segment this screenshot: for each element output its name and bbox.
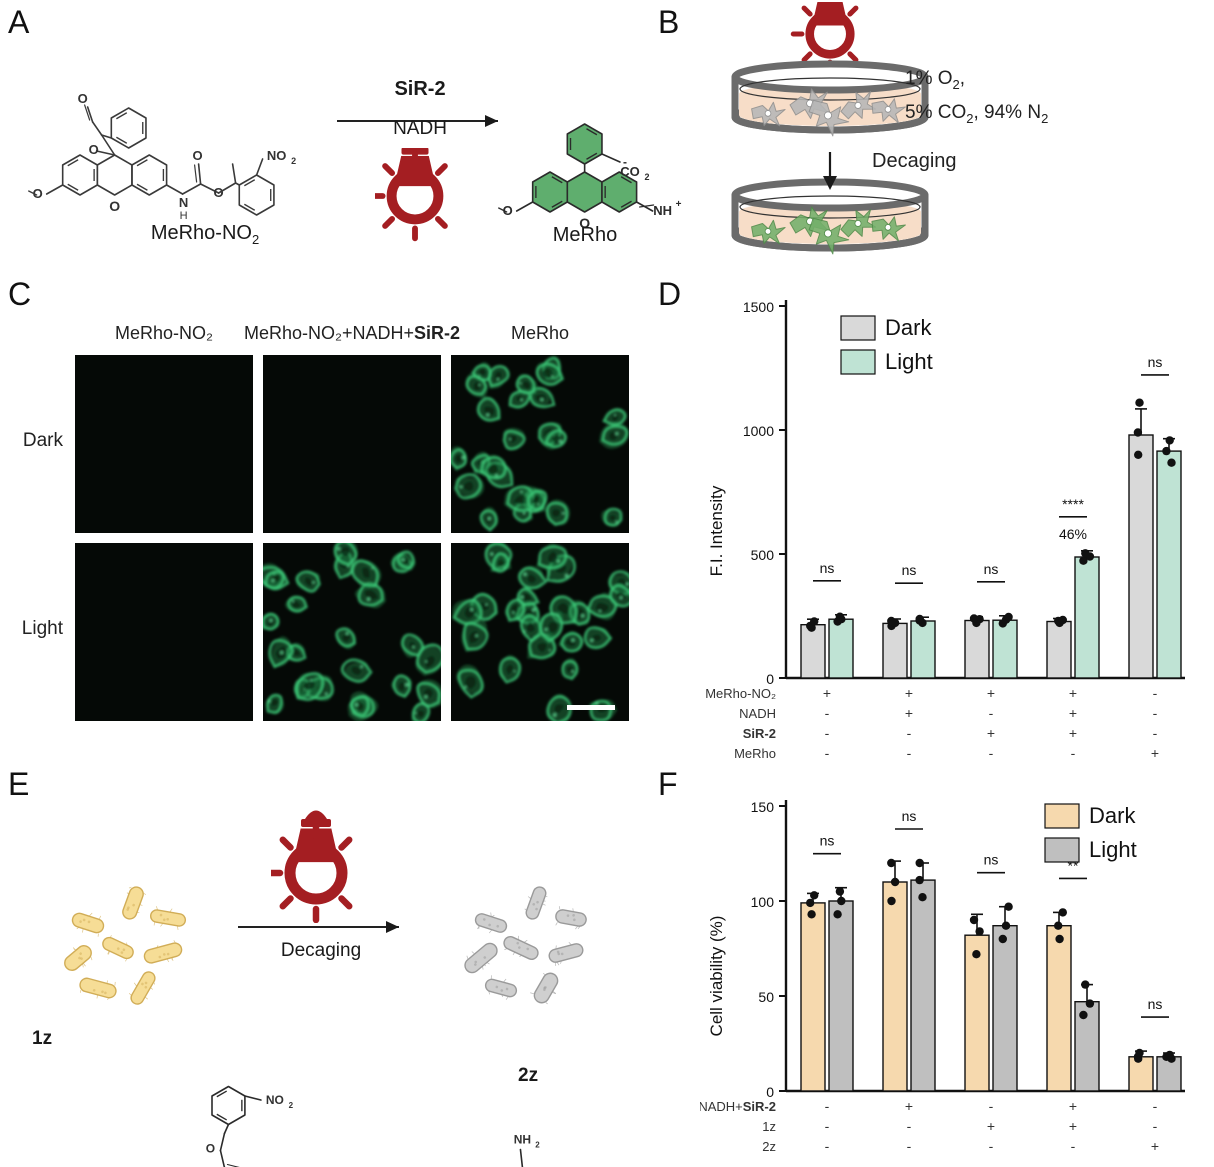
svg-text:-: - bbox=[1153, 1118, 1158, 1134]
svg-text:O: O bbox=[89, 142, 99, 157]
svg-text:-: - bbox=[623, 155, 627, 169]
svg-text:-: - bbox=[989, 1138, 994, 1154]
svg-text:-: - bbox=[825, 705, 830, 721]
svg-text:2: 2 bbox=[644, 172, 649, 182]
svg-text:+: + bbox=[1069, 725, 1077, 741]
svg-text:O: O bbox=[109, 198, 120, 214]
svg-text:-: - bbox=[989, 1098, 994, 1114]
svg-text:NH: NH bbox=[653, 203, 672, 218]
svg-text:ns: ns bbox=[820, 833, 835, 849]
svg-text:-: - bbox=[1071, 745, 1076, 761]
svg-text:F.I. Intensity: F.I. Intensity bbox=[707, 485, 726, 576]
svg-text:+: + bbox=[1151, 1138, 1159, 1154]
svg-text:NO: NO bbox=[267, 148, 287, 163]
svg-text:100: 100 bbox=[751, 894, 775, 910]
svg-text:+: + bbox=[676, 199, 682, 210]
svg-text:500: 500 bbox=[751, 547, 775, 563]
svg-text:+: + bbox=[987, 685, 995, 701]
svg-text:-: - bbox=[907, 725, 912, 741]
svg-text:-: - bbox=[825, 725, 830, 741]
svg-text:50: 50 bbox=[758, 989, 774, 1005]
svg-text:NADH: NADH bbox=[739, 706, 776, 721]
svg-text:-: - bbox=[825, 1098, 830, 1114]
svg-text:O: O bbox=[193, 148, 203, 163]
svg-text:-: - bbox=[907, 745, 912, 761]
svg-text:+: + bbox=[1069, 705, 1077, 721]
svg-text:-: - bbox=[1153, 1098, 1158, 1114]
svg-text:Dark: Dark bbox=[885, 315, 932, 340]
svg-text:1z: 1z bbox=[762, 1119, 776, 1134]
svg-text:ns: ns bbox=[902, 562, 917, 578]
svg-text:+: + bbox=[1151, 745, 1159, 761]
svg-text:+: + bbox=[987, 725, 995, 741]
svg-text:-: - bbox=[1071, 1138, 1076, 1154]
svg-text:-: - bbox=[825, 1138, 830, 1154]
svg-text:-: - bbox=[825, 745, 830, 761]
svg-text:MeRho-NO₂: MeRho-NO₂ bbox=[705, 686, 776, 701]
svg-text:Cell viability (%): Cell viability (%) bbox=[707, 916, 726, 1037]
svg-text:+: + bbox=[905, 705, 913, 721]
svg-text:+: + bbox=[987, 1118, 995, 1134]
svg-text:2z: 2z bbox=[762, 1139, 776, 1154]
svg-text:-: - bbox=[1153, 725, 1158, 741]
svg-text:150: 150 bbox=[751, 799, 775, 815]
svg-text:-: - bbox=[1153, 705, 1158, 721]
svg-text:NO: NO bbox=[266, 1093, 284, 1107]
svg-text:NADH+SiR-2: NADH+SiR-2 bbox=[700, 1099, 776, 1114]
svg-text:+: + bbox=[905, 1098, 913, 1114]
svg-text:ns: ns bbox=[820, 560, 835, 576]
svg-text:+: + bbox=[905, 685, 913, 701]
svg-text:O: O bbox=[78, 91, 88, 106]
svg-text:Light: Light bbox=[885, 349, 933, 374]
svg-text:1000: 1000 bbox=[743, 423, 774, 439]
svg-text:MeRho: MeRho bbox=[734, 746, 776, 761]
svg-text:2: 2 bbox=[535, 1141, 540, 1150]
svg-text:ns: ns bbox=[1148, 996, 1163, 1012]
svg-text:2: 2 bbox=[291, 156, 296, 166]
svg-text:-: - bbox=[907, 1138, 912, 1154]
svg-text:Light: Light bbox=[1089, 837, 1137, 862]
svg-text:Dark: Dark bbox=[1089, 803, 1136, 828]
svg-text:-: - bbox=[907, 1118, 912, 1134]
svg-text:O: O bbox=[206, 1142, 215, 1156]
svg-text:-: - bbox=[989, 745, 994, 761]
svg-text:0: 0 bbox=[766, 1084, 774, 1100]
svg-text:+: + bbox=[1069, 1118, 1077, 1134]
svg-text:ns: ns bbox=[984, 852, 999, 868]
svg-text:-: - bbox=[825, 1118, 830, 1134]
svg-text:SiR-2: SiR-2 bbox=[743, 726, 776, 741]
svg-text:****: **** bbox=[1062, 496, 1084, 512]
svg-text:+: + bbox=[1069, 685, 1077, 701]
svg-text:+: + bbox=[823, 685, 831, 701]
svg-text:ns: ns bbox=[984, 561, 999, 577]
svg-text:+: + bbox=[1069, 1098, 1077, 1114]
svg-text:ns: ns bbox=[902, 808, 917, 824]
svg-text:H: H bbox=[180, 210, 188, 222]
svg-text:1500: 1500 bbox=[743, 299, 774, 315]
svg-text:0: 0 bbox=[766, 671, 774, 687]
svg-text:NH: NH bbox=[514, 1133, 531, 1147]
svg-text:46%: 46% bbox=[1059, 526, 1087, 542]
svg-text:-: - bbox=[989, 705, 994, 721]
svg-text:N: N bbox=[179, 195, 188, 210]
svg-text:ns: ns bbox=[1148, 354, 1163, 370]
svg-text:-: - bbox=[1153, 685, 1158, 701]
svg-text:2: 2 bbox=[289, 1101, 294, 1110]
